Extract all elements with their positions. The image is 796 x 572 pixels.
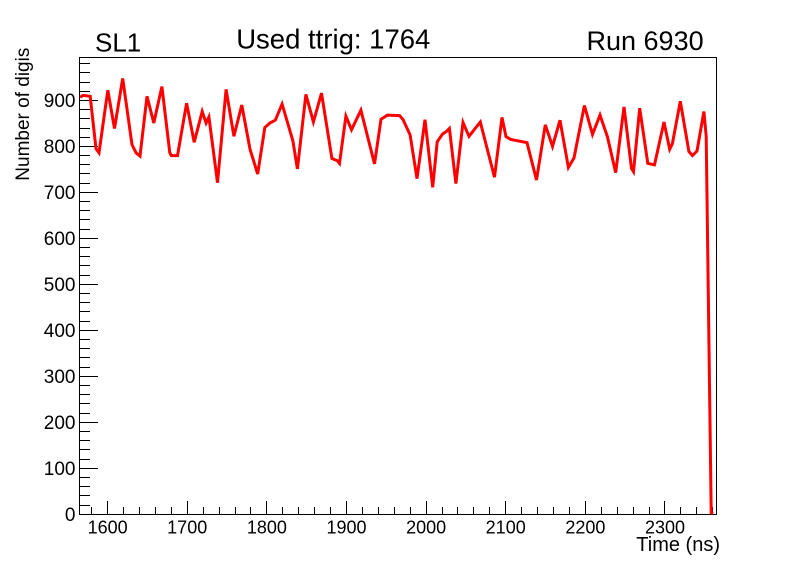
svg-text:1600: 1600 [88,518,128,538]
svg-text:Number of digis: Number of digis [13,48,34,181]
svg-text:Run 6930: Run 6930 [587,26,704,56]
svg-text:400: 400 [44,321,76,342]
svg-text:100: 100 [44,459,76,480]
svg-text:900: 900 [44,91,76,112]
svg-text:2100: 2100 [486,518,526,538]
svg-text:2200: 2200 [565,518,605,538]
svg-text:500: 500 [44,275,76,296]
svg-text:2000: 2000 [406,518,446,538]
svg-text:Used ttrig: 1764: Used ttrig: 1764 [236,23,430,54]
svg-text:700: 700 [44,183,76,204]
svg-text:0: 0 [65,505,76,526]
svg-text:800: 800 [44,137,76,158]
svg-text:1900: 1900 [326,518,366,538]
svg-text:2300: 2300 [645,518,685,538]
svg-text:300: 300 [44,367,76,388]
svg-text:200: 200 [44,413,76,434]
svg-text:1700: 1700 [167,518,207,538]
svg-text:Time (ns): Time (ns) [636,534,720,556]
svg-text:SL1: SL1 [95,28,141,58]
svg-text:600: 600 [44,229,76,250]
svg-text:1800: 1800 [247,518,287,538]
